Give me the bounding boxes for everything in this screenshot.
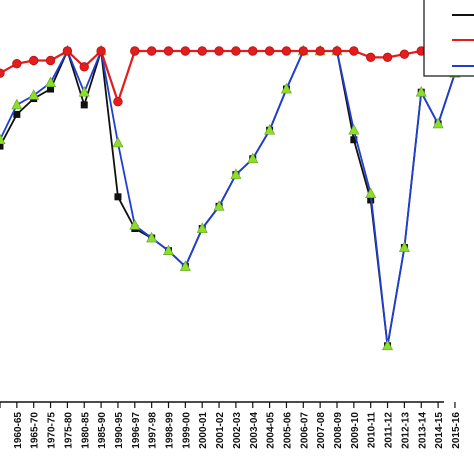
data-point-triangle <box>45 76 57 87</box>
data-point-circle <box>113 97 123 107</box>
data-point-circle <box>45 55 56 66</box>
legend <box>423 0 474 77</box>
series-line-triangle <box>0 47 456 346</box>
data-point-triangle <box>196 222 208 233</box>
data-point-triangle <box>415 86 427 97</box>
x-tick-label: 2006-07 <box>299 412 310 449</box>
data-point-triangle <box>163 244 174 256</box>
data-point-circle <box>12 58 22 69</box>
data-point-circle <box>382 52 393 63</box>
x-tick-label: 2005-06 <box>282 412 293 449</box>
x-tick-label: 2009-10 <box>350 412 361 449</box>
x-tick-label: 2012-13 <box>400 412 411 449</box>
x-tick-label: 1990-95 <box>114 412 125 449</box>
data-point-square <box>80 101 88 109</box>
data-point-circle <box>29 55 39 66</box>
data-point-circle <box>62 46 73 56</box>
data-point-triangle <box>264 124 276 135</box>
data-point-circle <box>315 46 325 56</box>
data-point-triangle <box>247 152 259 164</box>
data-point-triangle <box>280 82 292 94</box>
data-point-triangle <box>348 124 360 135</box>
data-point-circle <box>146 46 157 56</box>
data-point-circle <box>197 46 207 56</box>
data-point-triangle <box>432 117 444 129</box>
x-tick-label: 2010-11 <box>367 412 378 449</box>
x-tick-label: 1980-85 <box>80 412 91 449</box>
x-tick-label: 2001-02 <box>215 412 226 449</box>
x-tick-label: 2004-05 <box>266 412 277 449</box>
x-tick-label: 1970-75 <box>47 412 58 449</box>
data-point-circle <box>214 46 224 56</box>
x-tick-label: 1965-70 <box>30 412 41 449</box>
series-layer <box>0 44 461 351</box>
x-tick-label: 2008-09 <box>333 412 344 449</box>
x-tick-label: 1975-80 <box>63 412 74 449</box>
data-point-square <box>13 110 21 118</box>
x-tick-label: 2015-16 <box>451 412 462 449</box>
data-point-triangle <box>129 219 141 230</box>
x-tick-label: 2011-12 <box>384 412 395 449</box>
legend-box <box>423 0 474 77</box>
data-point-circle <box>366 52 376 63</box>
x-tick-label: 1985-90 <box>97 412 108 449</box>
x-tick-label: 2007-08 <box>316 412 327 449</box>
series-line-circle <box>0 49 455 106</box>
x-tick-label: 1997-98 <box>148 412 159 449</box>
data-point-square <box>0 142 4 150</box>
series-line-square <box>0 48 456 346</box>
data-point-circle <box>180 46 191 56</box>
data-point-triangle <box>146 231 158 243</box>
data-point-triangle <box>179 260 191 271</box>
data-point-triangle <box>213 200 225 211</box>
data-point-square <box>350 136 358 144</box>
x-tick-label: 2014-15 <box>434 412 445 449</box>
data-point-circle <box>96 46 106 56</box>
data-point-triangle <box>11 98 23 110</box>
x-tick-label: 1999-00 <box>181 412 192 449</box>
data-point-circle <box>231 46 241 56</box>
data-point-triangle <box>365 187 377 198</box>
data-point-triangle <box>398 241 410 252</box>
x-tick-label: 1998-99 <box>165 412 176 449</box>
data-point-triangle <box>0 133 6 145</box>
data-point-circle <box>248 46 258 56</box>
data-point-triangle <box>230 168 242 179</box>
x-tick-label: 1996-97 <box>131 412 142 449</box>
data-point-circle <box>130 46 140 56</box>
x-tick-label: 2013-14 <box>417 412 428 449</box>
data-point-circle <box>163 46 174 56</box>
x-tick-label: 2002-03 <box>232 412 243 449</box>
x-axis: 1960-65 1965-70 1970-75 1975-80 1980-85 1985-… <box>0 401 462 449</box>
x-tick-label: 2000-01 <box>198 412 209 449</box>
data-point-circle <box>332 46 342 56</box>
data-point-circle <box>399 49 410 59</box>
data-point-triangle <box>112 136 124 148</box>
data-point-circle <box>79 62 89 72</box>
data-point-circle <box>349 46 359 56</box>
data-point-square <box>114 193 122 201</box>
data-point-circle <box>281 46 292 56</box>
data-point-circle <box>298 46 309 56</box>
data-point-triangle <box>78 86 90 97</box>
x-tick-label: 1960-65 <box>13 412 24 449</box>
data-point-circle <box>0 68 5 78</box>
data-point-square <box>47 85 55 93</box>
x-tick-label: 2003-04 <box>249 412 260 449</box>
data-point-triangle <box>382 339 394 351</box>
data-point-circle <box>264 46 275 56</box>
data-point-triangle <box>28 89 40 100</box>
